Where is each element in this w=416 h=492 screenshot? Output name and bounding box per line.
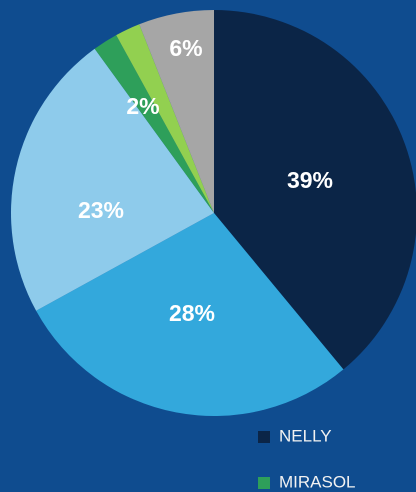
legend-label: NELLY	[279, 426, 332, 445]
data-label: 6%	[169, 35, 202, 61]
pie-slice	[139, 10, 214, 213]
legend-swatch	[258, 431, 270, 443]
pie-slice	[94, 35, 214, 214]
data-label: 39%	[287, 167, 333, 193]
legend-label: MIRASOL	[279, 472, 356, 491]
data-label: 2%	[126, 93, 159, 119]
pie-slice	[214, 10, 416, 370]
data-label: 28%	[169, 300, 215, 326]
data-label: 23%	[78, 197, 124, 223]
pie-slice	[11, 48, 215, 311]
pie-slice	[116, 24, 214, 214]
legend-swatch	[258, 477, 270, 489]
pie-slice	[36, 213, 344, 417]
